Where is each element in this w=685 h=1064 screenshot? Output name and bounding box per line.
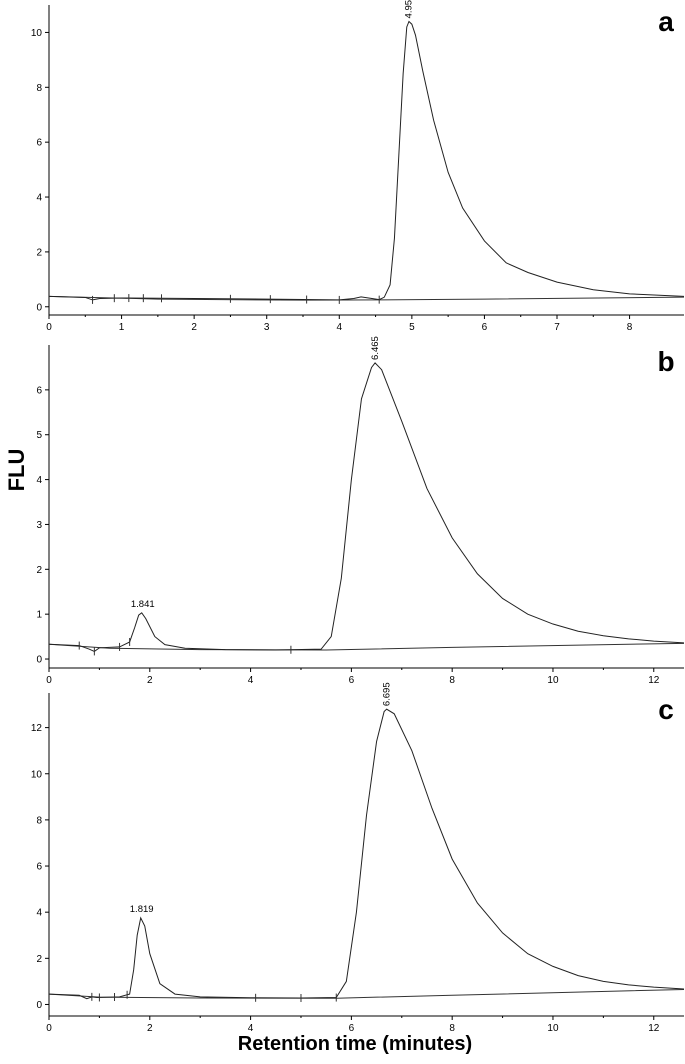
chart-panel-c: 0 2 4 6 8 10 12 0 2 4 6 8 10 12 1.819 6.695 c	[31, 682, 685, 1034]
y-tick-label: 6	[36, 138, 42, 149]
x-tick-label: 12	[648, 675, 660, 686]
y-tick-label: 4	[36, 475, 42, 486]
x-tick-label: 12	[648, 1023, 660, 1034]
x-tick-label: 8	[449, 675, 455, 686]
peak-label: 4.957	[404, 0, 415, 18]
y-tick-label: 3	[36, 520, 42, 531]
x-tick-label: 8	[449, 1023, 455, 1034]
y-tick-label: 6	[36, 385, 42, 396]
y-tick-label: 0	[36, 655, 42, 666]
baseline-line	[48, 988, 685, 999]
x-tick-label: 6	[482, 322, 488, 333]
chromatogram-trace	[48, 20, 685, 301]
chromatogram-trace	[48, 362, 685, 652]
y-tick-label: 10	[31, 769, 43, 780]
x-tick-label: 1	[119, 322, 125, 333]
chromatogram-trace	[48, 708, 685, 1000]
peak-label: 6.695	[381, 682, 392, 706]
x-tick-label: 6	[349, 1023, 355, 1034]
x-tick-label: 2	[147, 675, 153, 686]
panel-label: c	[658, 694, 674, 725]
x-tick-label: 4	[248, 675, 254, 686]
x-tick-label: 4	[248, 1023, 254, 1034]
y-tick-label: 2	[36, 954, 42, 965]
x-tick-label: 10	[547, 675, 559, 686]
x-tick-label: 8	[627, 322, 633, 333]
y-tick-label: 8	[36, 83, 42, 94]
x-tick-label: 0	[46, 322, 52, 333]
x-tick-label: 3	[264, 322, 270, 333]
y-tick-label: 5	[36, 430, 42, 441]
peak-label: 6.465	[370, 336, 381, 360]
x-tick-label: 0	[46, 675, 52, 686]
baseline-line	[48, 642, 685, 651]
peak-label: 1.819	[130, 904, 154, 915]
x-tick-label: 5	[409, 322, 415, 333]
y-tick-label: 12	[31, 723, 43, 734]
y-tick-label: 0	[36, 302, 42, 313]
y-tick-label: 4	[36, 908, 42, 919]
y-tick-label: 2	[36, 247, 42, 258]
y-axis-label: FLU	[4, 448, 29, 492]
x-tick-label: 2	[147, 1023, 153, 1034]
y-tick-label: 10	[31, 28, 43, 39]
x-axis-label: Retention time (minutes)	[237, 1033, 473, 1055]
chart-panel-a: 0 1 2 3 4 5 6 7 8 0 2 4 6 8 10 4.957 a	[31, 0, 685, 333]
x-tick-label: 10	[547, 1023, 559, 1034]
y-tick-label: 6	[36, 862, 42, 873]
y-tick-label: 2	[36, 565, 42, 576]
y-tick-label: 8	[36, 815, 42, 826]
x-tick-label: 6	[349, 675, 355, 686]
panel-label: b	[657, 346, 674, 377]
y-tick-label: 1	[36, 610, 42, 621]
x-tick-label: 4	[337, 322, 343, 333]
x-tick-label: 7	[554, 322, 560, 333]
x-tick-label: 2	[191, 322, 197, 333]
x-tick-label: 0	[46, 1023, 52, 1034]
panel-label: a	[658, 6, 674, 37]
peak-label: 1.841	[131, 599, 155, 610]
y-tick-label: 4	[36, 193, 42, 204]
y-tick-label: 0	[36, 1000, 42, 1011]
